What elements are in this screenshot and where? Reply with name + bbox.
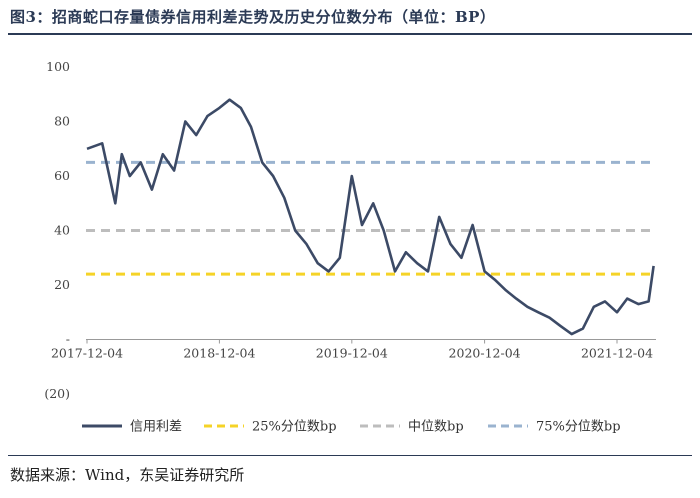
x-tick-label: 2021-12-04 bbox=[581, 346, 653, 361]
y-tick-label: - bbox=[66, 332, 70, 347]
legend-label: 75%分位数bp bbox=[536, 420, 621, 435]
legend-label: 中位数bp bbox=[408, 420, 464, 435]
y-tick-label: (20) bbox=[44, 386, 70, 401]
legend-label: 信用利差 bbox=[130, 420, 182, 435]
y-tick-label: 20 bbox=[54, 277, 70, 292]
source-note: 数据来源：Wind，东吴证券研究所 bbox=[10, 466, 245, 484]
x-tick-label: 2020-12-04 bbox=[449, 346, 521, 361]
x-tick-label: 2018-12-04 bbox=[183, 346, 255, 361]
spread-series-line bbox=[86, 98, 655, 336]
source-rule bbox=[8, 455, 692, 456]
legend-label: 25%分位数bp bbox=[252, 420, 337, 435]
y-tick-label: 40 bbox=[54, 223, 70, 238]
chart-title: 图3：招商蛇口存量债券信用利差走势及历史分位数分布（单位：BP） bbox=[10, 8, 496, 26]
y-tick-label: 60 bbox=[54, 168, 70, 183]
y-tick-label: 80 bbox=[54, 114, 70, 129]
y-tick-label: 100 bbox=[46, 59, 70, 74]
x-tick-label: 2017-12-04 bbox=[51, 346, 123, 361]
title-rule bbox=[8, 33, 692, 35]
chart: 100 80 60 40 20 - (20) 2017-12-04 2018-12-04 2019… bbox=[44, 59, 656, 435]
x-tick-label: 2019-12-04 bbox=[316, 346, 388, 361]
